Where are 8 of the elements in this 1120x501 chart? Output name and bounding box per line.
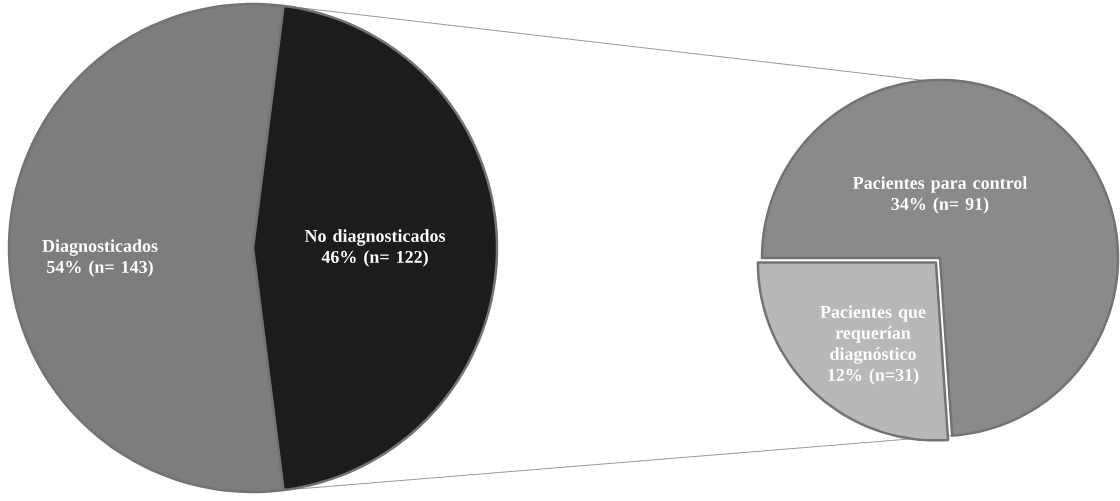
data-label: 34% (n= 91) bbox=[891, 197, 989, 214]
data-label: 12% (n=31) bbox=[828, 368, 919, 385]
slice-label: Pacientes para control bbox=[853, 176, 1028, 193]
slice-label: Diagnosticados bbox=[42, 239, 158, 256]
data-label: 54% (n= 143) bbox=[47, 260, 153, 277]
slice-label: No diagnosticados bbox=[304, 229, 446, 246]
data-label: 46% (n= 122) bbox=[321, 250, 428, 267]
slice-label: Pacientes que requerían diagnóstico bbox=[820, 305, 926, 364]
